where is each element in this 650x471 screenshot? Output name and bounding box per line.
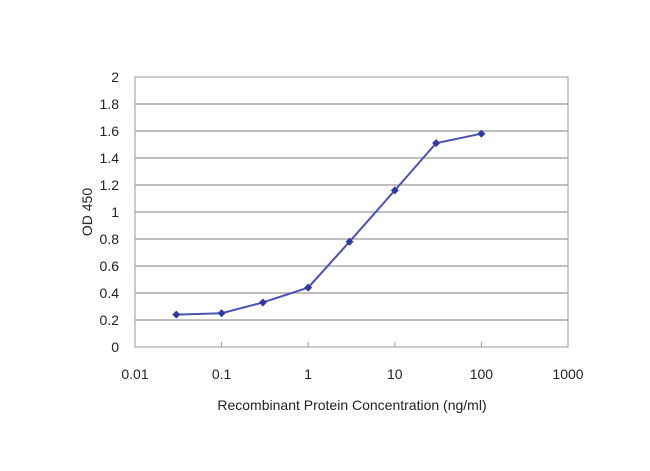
y-tick-label: 1.2 <box>100 177 120 193</box>
data-point <box>217 309 226 318</box>
series-line <box>176 132 482 316</box>
y-tick-label: 0 <box>111 339 119 355</box>
y-tick-label: 0.6 <box>100 258 120 274</box>
x-axis-label: Recombinant Protein Concentration (ng/ml… <box>217 397 486 413</box>
y-tick-label: 0.8 <box>100 231 120 247</box>
data-point <box>432 139 441 148</box>
x-tick-label: 1 <box>304 366 312 382</box>
x-tick-label: 1000 <box>552 366 583 382</box>
x-tick-label: 0.01 <box>121 366 148 382</box>
data-point <box>345 237 354 246</box>
y-tick-label: 0.4 <box>100 285 120 301</box>
y-tick-label: 1 <box>111 204 119 220</box>
data-point <box>477 129 486 138</box>
x-tick-label: 10 <box>387 366 403 382</box>
data-point <box>258 298 267 307</box>
data-point <box>172 310 181 319</box>
x-tick-label: 100 <box>470 366 494 382</box>
y-tick-label: 1.6 <box>100 123 120 139</box>
x-tick-label: 0.1 <box>212 366 232 382</box>
y-tick-label: 2 <box>111 69 119 85</box>
data-point <box>390 186 399 195</box>
y-axis-label: OD 450 <box>79 188 95 236</box>
data-point <box>304 283 313 292</box>
y-tick-label: 1.4 <box>100 150 120 166</box>
y-tick-label: 0.2 <box>100 312 120 328</box>
y-tick-label: 1.8 <box>100 96 120 112</box>
